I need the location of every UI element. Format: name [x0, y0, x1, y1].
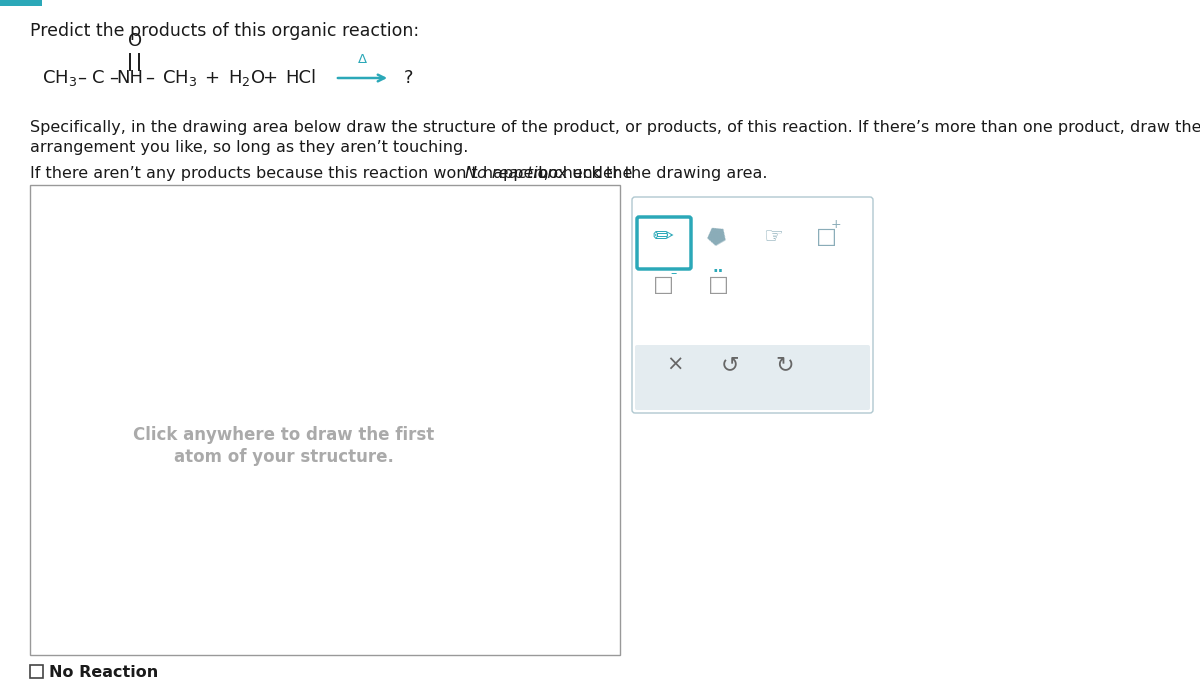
- Text: O: O: [128, 32, 142, 50]
- Text: +: +: [830, 218, 841, 232]
- Text: ×: ×: [666, 355, 684, 375]
- Bar: [0, 0, 42, 6]
- Text: +: +: [263, 69, 277, 87]
- Text: Δ: Δ: [358, 53, 367, 66]
- Text: H$_2$O: H$_2$O: [228, 68, 265, 88]
- Text: –: –: [78, 69, 86, 87]
- Text: ↻: ↻: [775, 355, 794, 375]
- Text: ✏: ✏: [653, 225, 673, 249]
- Text: HCl: HCl: [286, 69, 316, 87]
- Bar: [30, 665, 43, 678]
- Text: ⬟: ⬟: [704, 223, 731, 251]
- Text: If there aren’t any products because this reaction won’t happen, check the: If there aren’t any products because thi…: [30, 166, 637, 181]
- Text: –: –: [671, 267, 677, 281]
- Text: +: +: [204, 69, 220, 87]
- Text: arrangement you like, so long as they aren’t touching.: arrangement you like, so long as they ar…: [30, 140, 468, 155]
- Text: ··: ··: [713, 265, 724, 279]
- FancyBboxPatch shape: [632, 197, 874, 413]
- Text: NH: NH: [116, 69, 144, 87]
- Text: No Reaction: No Reaction: [49, 665, 158, 680]
- Text: □: □: [816, 227, 836, 247]
- Text: box under the drawing area.: box under the drawing area.: [533, 166, 768, 181]
- Text: ☞: ☞: [763, 227, 784, 247]
- Text: CH$_3$: CH$_3$: [162, 68, 197, 88]
- Text: ↺: ↺: [721, 355, 739, 375]
- Text: Specifically, in the drawing area below draw the structure of the product, or pr: Specifically, in the drawing area below …: [30, 120, 1200, 135]
- Text: atom of your structure.: atom of your structure.: [174, 447, 394, 466]
- FancyBboxPatch shape: [637, 217, 691, 269]
- Text: Click anywhere to draw the first: Click anywhere to draw the first: [133, 426, 434, 443]
- Text: Predict the products of this organic reaction:: Predict the products of this organic rea…: [30, 22, 419, 40]
- Text: C: C: [91, 69, 104, 87]
- FancyBboxPatch shape: [635, 345, 870, 410]
- Bar: [30, 185, 620, 655]
- Text: –: –: [145, 69, 155, 87]
- Text: □: □: [708, 275, 728, 295]
- Text: □: □: [653, 275, 673, 295]
- Text: ?: ?: [404, 69, 414, 87]
- Text: No reaction: No reaction: [466, 166, 558, 181]
- Text: –: –: [109, 69, 119, 87]
- Text: CH$_3$: CH$_3$: [42, 68, 77, 88]
